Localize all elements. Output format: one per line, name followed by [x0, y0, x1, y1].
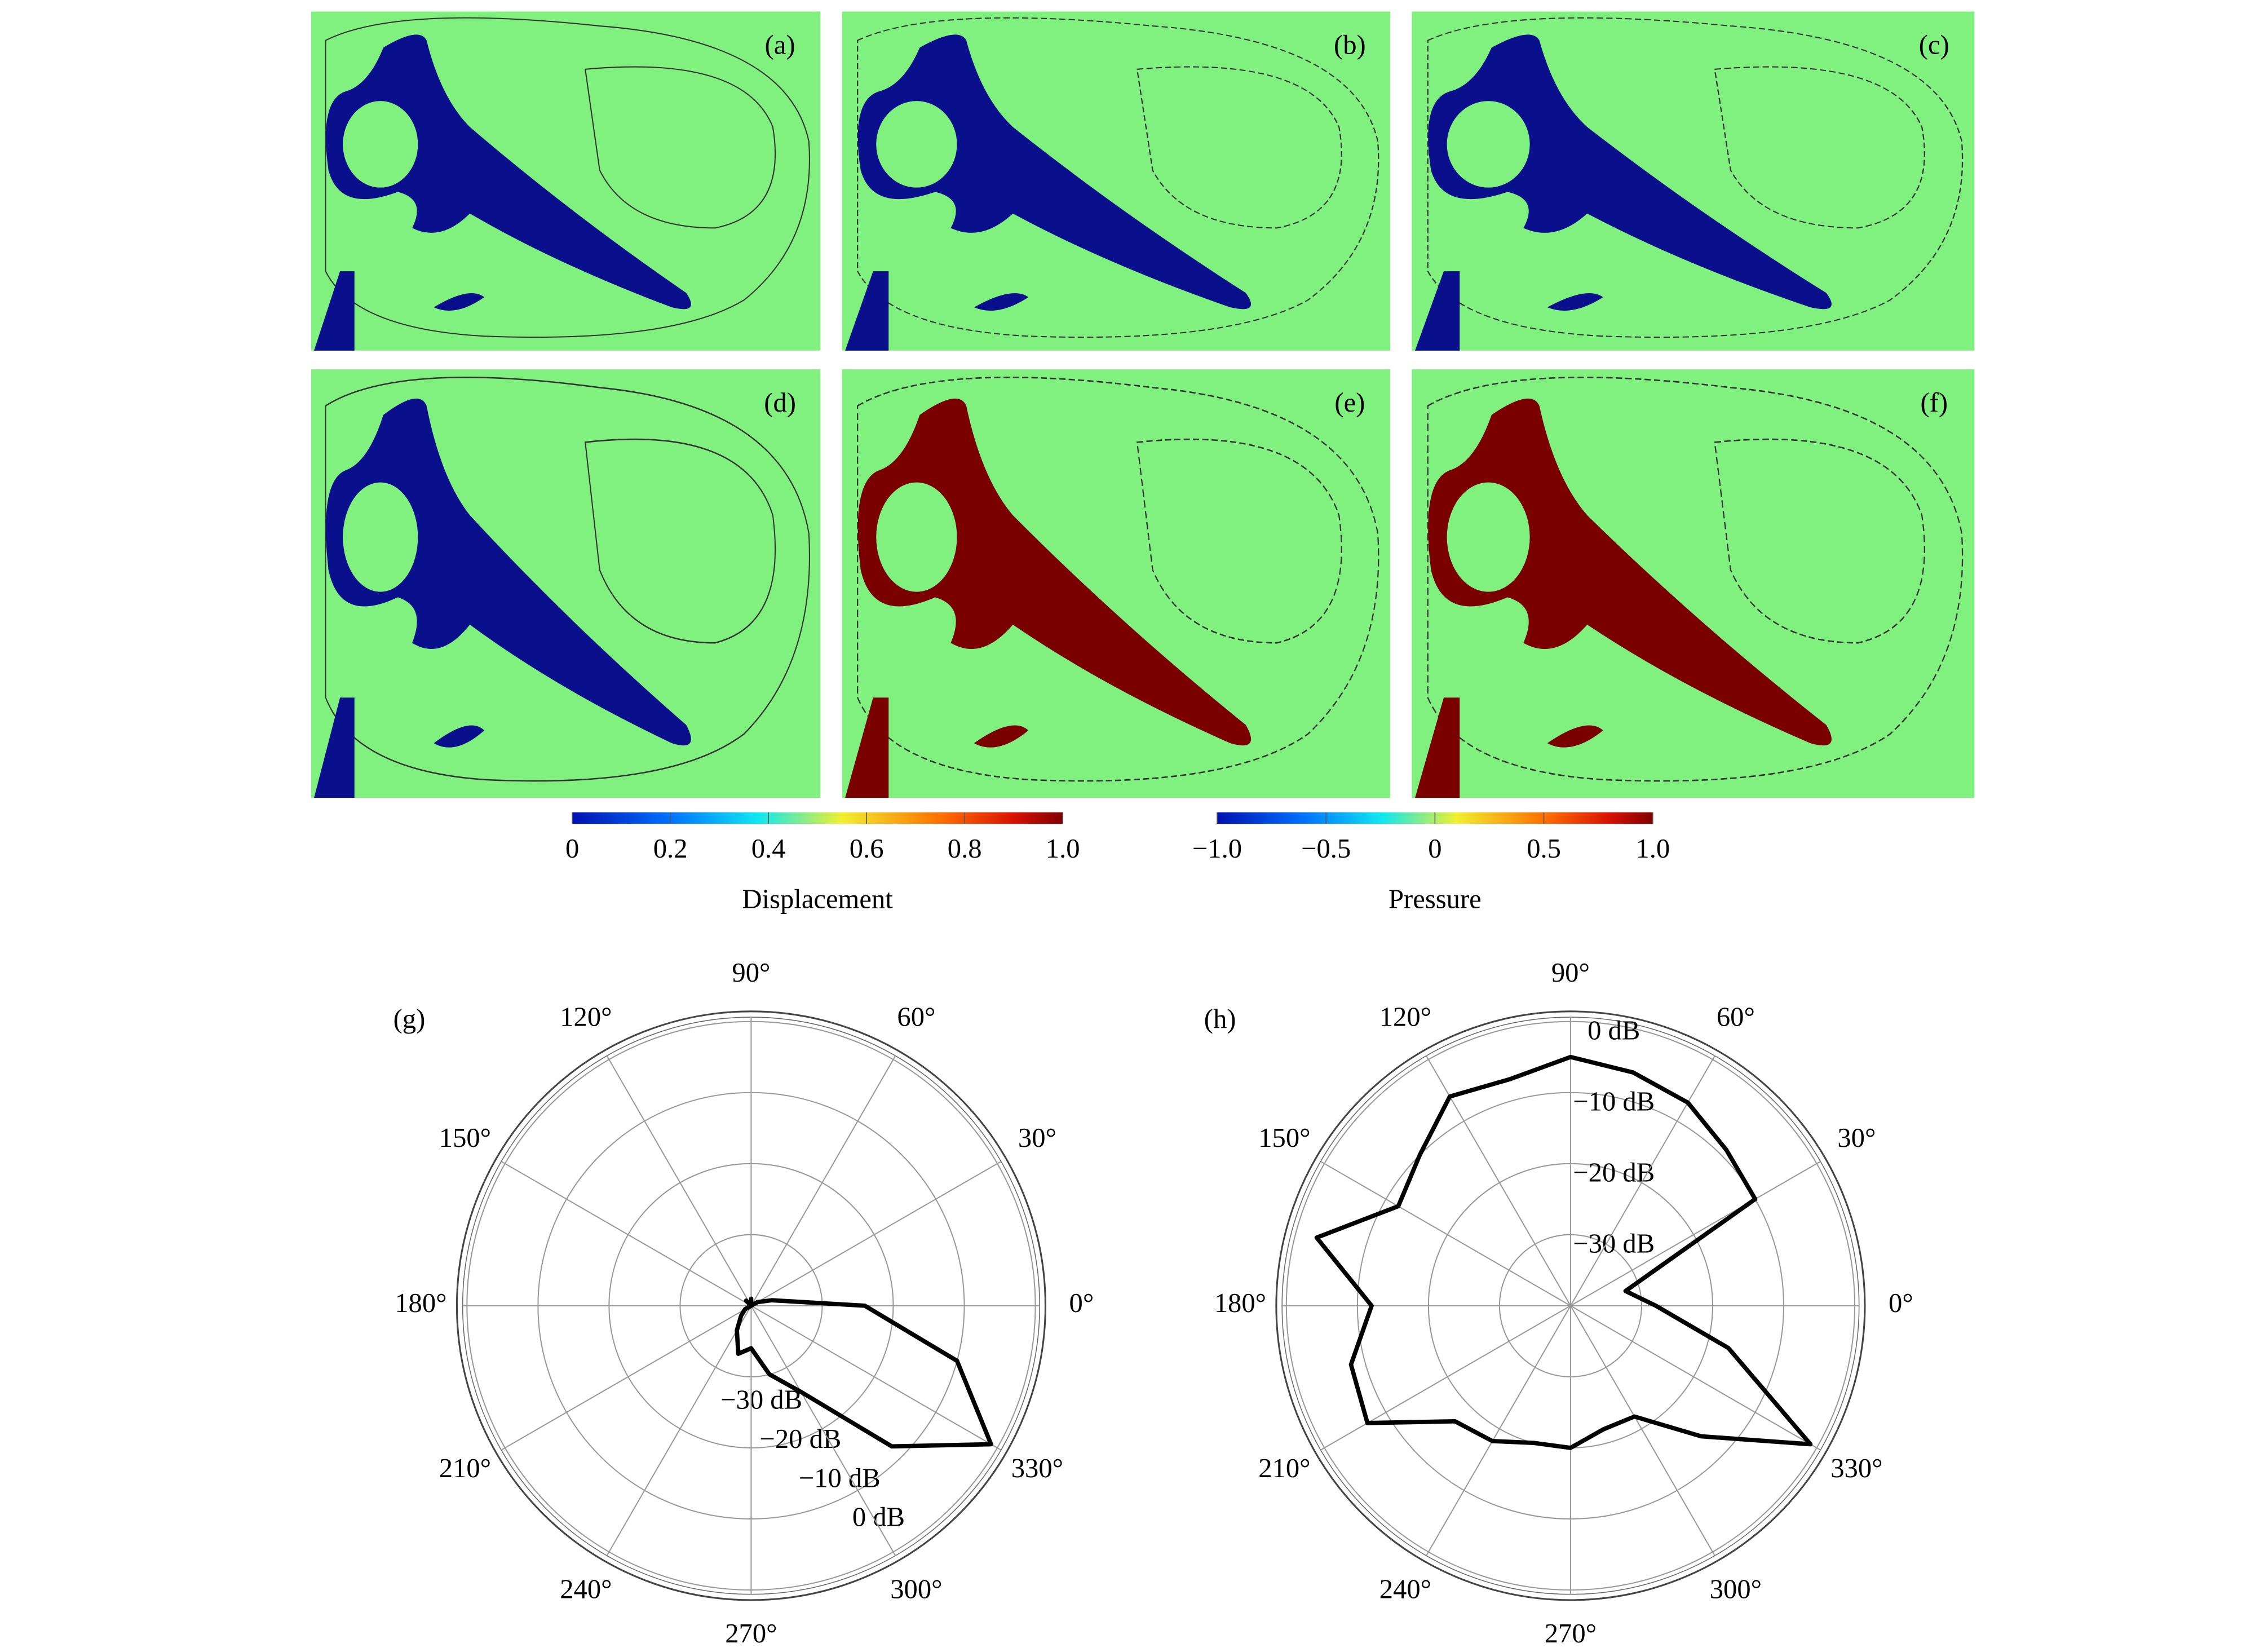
angle-tick-label: 30°	[1018, 1123, 1056, 1153]
simulation-panel	[311, 11, 821, 351]
chart-label: (g)	[393, 1004, 426, 1034]
colorbar-tick-label: 0.6	[850, 833, 884, 864]
angle-tick-label: 330°	[1830, 1453, 1882, 1483]
angular-grid-line	[750, 1305, 1002, 1451]
angular-grid-line	[750, 1055, 896, 1306]
angle-tick-label: 60°	[897, 1002, 935, 1032]
angular-grid-line	[1320, 1305, 1571, 1451]
bone-structure	[845, 34, 1252, 351]
angle-tick-label: 270°	[725, 1618, 777, 1649]
simulation-panel	[1412, 369, 1975, 798]
angle-tick-label: 300°	[1710, 1574, 1762, 1604]
angle-tick-label: 150°	[1258, 1123, 1310, 1153]
simulation-panel	[842, 11, 1391, 351]
radial-tick-label: 0 dB	[1588, 1015, 1640, 1045]
panel-label: (a)	[765, 30, 795, 60]
polar-frame	[1275, 1010, 1866, 1601]
head-outline	[325, 17, 810, 338]
simulation-panel	[842, 369, 1391, 798]
radial-tick-label: −30 dB	[720, 1385, 802, 1415]
angular-grid-line	[501, 1161, 751, 1306]
angular-grid-line	[1570, 1055, 1715, 1306]
angle-tick-label: 90°	[732, 957, 770, 988]
cavity	[876, 482, 957, 592]
colorbar-tick-label: 0.5	[1527, 833, 1561, 864]
radial-tick-label: −10 dB	[1573, 1086, 1655, 1116]
radial-tick-label: 0 dB	[852, 1502, 905, 1532]
angular-grid-line	[1426, 1305, 1571, 1556]
polar-frame	[456, 1010, 1046, 1601]
angle-tick-label: 0°	[1069, 1288, 1094, 1318]
panel-label: (c)	[1919, 30, 1949, 60]
angular-grid-line	[750, 1305, 896, 1556]
angular-grid-line	[1570, 1305, 1821, 1451]
head-outline	[857, 376, 1379, 782]
head-outline	[325, 376, 810, 782]
angle-tick-label: 60°	[1717, 1002, 1755, 1032]
head-outline	[857, 17, 1379, 338]
colorbar-label: Displacement	[742, 884, 894, 915]
head-outline	[1427, 376, 1964, 782]
angle-tick-label: 150°	[439, 1123, 491, 1153]
angle-tick-label: 0°	[1889, 1288, 1913, 1318]
angle-tick-label: 180°	[395, 1288, 446, 1318]
bone-structure	[1415, 398, 1832, 798]
cavity	[1447, 482, 1530, 592]
directivity-curve	[735, 1296, 993, 1449]
colorbar-tick-label: −0.5	[1301, 833, 1351, 864]
angle-tick-label: 240°	[560, 1574, 612, 1604]
angular-grid-line	[606, 1055, 752, 1306]
cavity	[876, 101, 957, 188]
angle-tick-label: 210°	[1258, 1453, 1310, 1483]
angle-tick-label: 270°	[1545, 1618, 1597, 1649]
colorbar-label: Pressure	[1389, 884, 1482, 915]
colorbar-tick-label: 1.0	[1046, 833, 1080, 864]
colorbar-tick-label: 1.0	[1635, 833, 1670, 864]
head-outline	[1427, 17, 1964, 338]
panel-label: (e)	[1334, 387, 1365, 418]
angle-tick-label: 180°	[1214, 1288, 1266, 1318]
cavity	[1447, 101, 1530, 188]
cavity	[343, 101, 418, 188]
colorbar-tick-label: 0.2	[653, 833, 688, 864]
angle-tick-label: 30°	[1837, 1123, 1876, 1153]
angular-grid-line	[1320, 1161, 1571, 1306]
angular-grid-line	[1570, 1305, 1715, 1556]
simulation-panel	[1412, 11, 1975, 351]
colorbar-tick-label: 0.4	[751, 833, 786, 864]
angle-tick-label: 90°	[1551, 957, 1590, 988]
angle-tick-label: 120°	[560, 1002, 612, 1032]
colorbar-tick-label: −1.0	[1192, 833, 1242, 864]
colorbar-tick-label: 0.8	[948, 833, 982, 864]
panel-label: (b)	[1334, 30, 1366, 60]
colorbar-tick-label: 0	[1428, 833, 1441, 864]
panel-label: (f)	[1920, 387, 1948, 418]
angular-grid-line	[606, 1305, 752, 1556]
colorbar-tick-label: 0	[565, 833, 579, 864]
angle-tick-label: 210°	[439, 1453, 491, 1483]
angle-tick-label: 120°	[1379, 1002, 1431, 1032]
colorbar	[572, 812, 1063, 824]
radial-tick-label: −20 dB	[759, 1424, 841, 1454]
angle-tick-label: 240°	[1379, 1574, 1431, 1604]
angular-grid-line	[750, 1161, 1002, 1306]
radial-tick-label: −20 dB	[1573, 1157, 1655, 1187]
angular-grid-line	[501, 1305, 751, 1451]
chart-label: (h)	[1204, 1004, 1236, 1034]
bone-structure	[845, 398, 1252, 798]
radial-tick-label: −30 dB	[1573, 1228, 1655, 1258]
bone-structure	[314, 34, 691, 351]
bone-structure	[314, 398, 691, 798]
radial-tick-label: −10 dB	[799, 1463, 881, 1493]
panel-label: (d)	[764, 387, 796, 418]
angle-tick-label: 300°	[890, 1574, 942, 1604]
directivity-curve	[1314, 1054, 1813, 1450]
simulation-panel	[311, 369, 821, 798]
cavity	[343, 482, 418, 592]
bone-structure	[1415, 34, 1832, 351]
angle-tick-label: 330°	[1011, 1453, 1063, 1483]
angular-grid-line	[1570, 1161, 1821, 1306]
